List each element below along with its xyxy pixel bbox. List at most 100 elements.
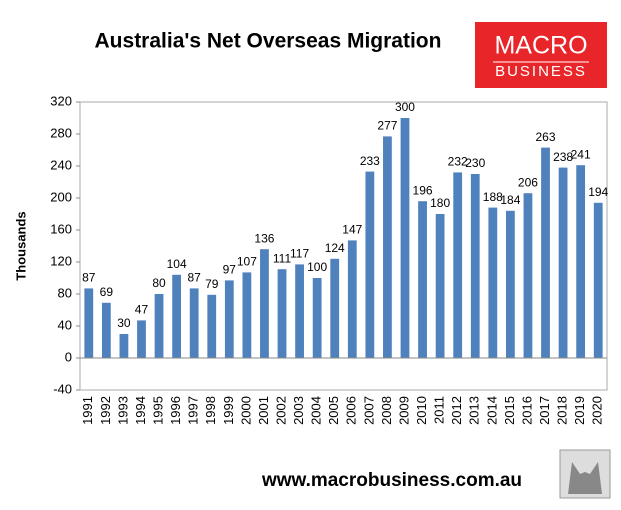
x-tick-label: 2008 [379,396,394,425]
data-label: 206 [518,175,538,189]
x-tick-label: 2006 [344,396,359,425]
data-label: 100 [307,260,327,274]
data-label: 136 [254,231,274,245]
data-label: 180 [430,196,450,210]
x-tick-label: 2015 [502,396,517,425]
bar [435,214,445,358]
data-label: 87 [188,271,202,285]
plot-area [79,101,608,391]
y-tick-label: 120 [50,253,72,268]
bar [224,280,234,358]
y-tick-label: 40 [58,317,72,332]
y-tick-label: 0 [65,349,72,364]
data-label: 47 [135,303,149,317]
data-label: 238 [553,150,573,164]
x-tick-label: 2007 [361,396,376,425]
data-label: 184 [500,193,520,207]
y-tick-label: 320 [50,93,72,108]
logo-line2: BUSINESS [495,63,587,80]
x-tick-label: 2016 [519,396,534,425]
bar [505,210,515,358]
bar [470,174,480,358]
x-tick-label: 1999 [221,396,236,425]
bar [154,294,164,358]
x-tick-label: 1998 [203,396,218,425]
x-tick-label: 2020 [590,396,605,425]
x-tick-label: 2011 [432,396,447,424]
y-tick-label: 80 [58,285,72,300]
bar [207,294,217,358]
data-label: 97 [223,263,237,277]
bar [277,269,287,358]
data-label: 111 [273,251,292,265]
bar [101,302,111,358]
bar [523,193,533,358]
x-tick-label: 2005 [326,396,341,425]
x-tick-label: 2002 [273,396,288,425]
bar [558,167,568,358]
data-label: 80 [152,276,166,290]
bar [488,207,498,358]
bar [330,258,340,358]
data-label: 188 [483,190,503,204]
x-tick-label: 2010 [414,396,429,425]
data-label: 300 [395,100,415,114]
bar [312,278,322,358]
data-label: 194 [588,185,608,199]
y-axis-label: Thousands [13,211,28,280]
x-tick-label: 2012 [449,396,464,425]
bar [119,334,129,358]
x-tick-label: 2018 [555,396,570,425]
data-label: 196 [413,183,433,197]
bar [295,264,304,358]
x-tick-label: 2013 [467,396,482,425]
bar [400,118,410,358]
bar [418,201,427,358]
x-tick-label: 1992 [98,396,113,425]
bar [576,165,586,358]
bar [347,240,357,358]
x-tick-label: 1995 [150,396,165,425]
data-label: 87 [82,271,96,285]
data-label: 241 [571,147,591,161]
bar [365,171,375,358]
data-label: 104 [167,257,187,271]
bar [84,288,94,358]
bar [242,272,252,358]
bar [541,147,550,358]
y-tick-label: 200 [50,189,72,204]
bar [260,249,269,358]
bar [137,320,146,358]
footer-url: www.macrobusiness.com.au [261,470,522,491]
chart-title: Australia's Net Overseas Migration [95,30,442,53]
data-label: 277 [377,119,397,133]
bar [383,136,392,358]
y-tick-label: 280 [50,125,72,140]
logo-line1: MACRO [494,32,587,60]
x-tick-label: 2001 [256,396,271,425]
y-tick-label: 240 [50,157,72,172]
data-label: 79 [205,277,219,291]
x-tick-label: 2019 [572,396,587,425]
data-label: 124 [325,241,345,255]
data-label: 117 [290,247,309,261]
data-label: 30 [117,316,131,330]
x-tick-label: 1993 [115,396,130,425]
bar [593,202,603,358]
data-label: 69 [100,285,114,299]
x-tick-label: 1996 [168,396,183,425]
logo-box [475,22,607,88]
x-tick-label: 2000 [238,396,253,425]
x-tick-label: 2009 [396,396,411,425]
x-tick-label: 2003 [291,396,306,425]
y-tick-label: 160 [50,221,72,236]
data-label: 233 [360,154,380,168]
bar [453,172,463,358]
data-label: 232 [448,155,468,169]
bar [189,288,199,358]
wolf-shape [568,462,602,494]
data-label: 107 [237,255,257,269]
x-tick-label: 2004 [309,396,324,425]
